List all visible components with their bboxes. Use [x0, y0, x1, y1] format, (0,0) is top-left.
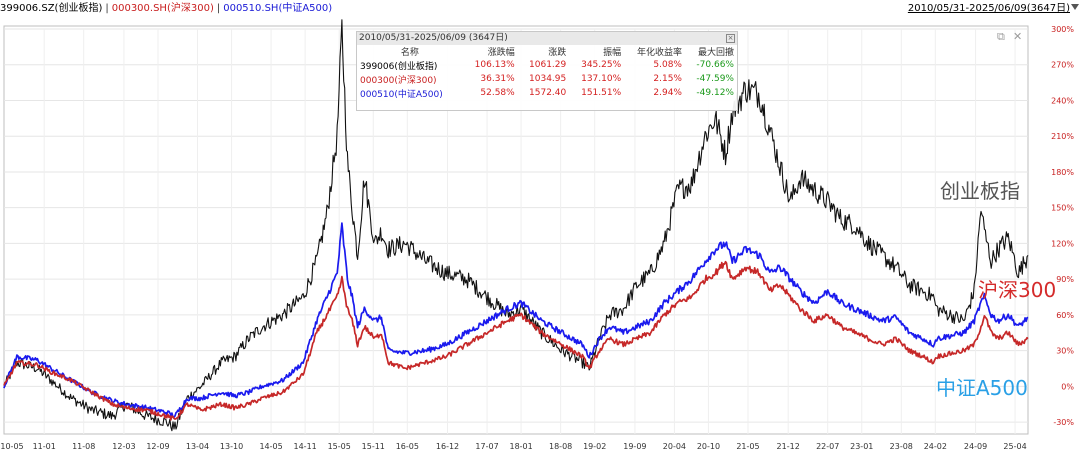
x-axis: 10-05 11-01 11-08 12-03 12-09 13-04 13-10 14-05… [0, 442, 1026, 451]
stats-row[interactable]: 399006(创业板指) 106.13% 1061.29 345.25% 5.0… [357, 58, 737, 72]
x-tick-label: 24-09 [964, 442, 987, 451]
stats-header-row: 名称 涨跌幅 涨跌 振幅 年化收益率 最大回撤 [357, 45, 737, 58]
x-tick-label: 20-04 [663, 442, 686, 451]
row-amplitude: 137.10% [581, 74, 622, 84]
row-change: 1034.95 [529, 74, 567, 84]
close-icon[interactable]: ✕ [1013, 30, 1023, 43]
x-tick-label: 14-05 [259, 442, 282, 451]
col-change: 涨跌 [548, 48, 567, 58]
x-tick-label: 23-08 [890, 442, 913, 451]
y-tick-label: 60% [1056, 311, 1074, 320]
row-name: 000510(中证A500) [360, 89, 443, 100]
y-tick-label: 90% [1056, 275, 1074, 284]
row-amplitude: 151.51% [581, 88, 622, 98]
series-line [3, 260, 1029, 421]
x-tick-label: 22-07 [816, 442, 839, 451]
x-tick-label: 16-05 [396, 442, 419, 451]
series-label-chinext[interactable]: 399006.SZ(创业板指) [0, 3, 103, 14]
y-tick-label: 30% [1056, 347, 1074, 356]
series-end-label: 中证A500 [936, 376, 1028, 400]
y-tick-label: 150% [1051, 204, 1074, 213]
y-tick-label: -30% [1053, 418, 1074, 427]
y-tick-label: 0% [1061, 382, 1074, 391]
y-tick-label: 180% [1051, 168, 1074, 177]
row-name: 399006(创业板指) [360, 61, 438, 72]
col-max-drawdown: 最大回撤 [697, 48, 734, 58]
series-end-label: 沪深300 [978, 278, 1056, 302]
row-change-pct: 106.13% [474, 60, 515, 70]
y-tick-label: 120% [1051, 239, 1074, 248]
stats-close-icon[interactable]: × [726, 34, 735, 43]
x-tick-label: 12-03 [112, 442, 135, 451]
x-tick-label: 24-02 [924, 442, 947, 451]
series-label-csia500[interactable]: 000510.SH(中证A500) [223, 3, 333, 14]
stats-row[interactable]: 000300(沪深300) 36.31% 1034.95 137.10% 2.1… [357, 72, 737, 86]
row-change-pct: 36.31% [480, 74, 515, 84]
header-separator: | [105, 3, 109, 14]
x-tick-label: 20-10 [697, 442, 720, 451]
series-label-csi300[interactable]: 000300.SH(沪深300) [111, 3, 214, 14]
col-amplitude: 振幅 [603, 48, 622, 58]
x-tick-label: 19-09 [623, 442, 646, 451]
x-tick-label: 14-11 [294, 442, 317, 451]
stats-panel: 2010/05/31-2025/06/09 (3647日) × 名称 涨跌幅 涨… [356, 31, 738, 111]
row-annual-return: 5.08% [653, 60, 682, 70]
x-tick-label: 13-04 [186, 442, 209, 451]
x-tick-label: 11-08 [72, 442, 95, 451]
x-tick-label: 17-07 [475, 442, 498, 451]
series-line [3, 222, 1029, 419]
x-tick-label: 23-01 [850, 442, 873, 451]
series-lines [3, 19, 1029, 432]
date-range-selector[interactable]: 2010/05/31-2025/06/09(3647日) [907, 3, 1070, 14]
y-tick-label: 270% [1051, 61, 1074, 70]
stats-panel-title: 2010/05/31-2025/06/09 (3647日) [359, 33, 508, 43]
stats-panel-header: 2010/05/31-2025/06/09 (3647日) × [357, 32, 737, 45]
row-max-drawdown: -47.59% [696, 74, 734, 84]
row-max-drawdown: -70.66% [696, 60, 734, 70]
x-tick-label: 19-02 [583, 442, 606, 451]
series-end-label: 创业板指 [940, 179, 1020, 203]
row-change: 1061.29 [529, 60, 567, 70]
stats-row[interactable]: 000510(中证A500) 52.58% 1572.40 151.51% 2.… [357, 86, 737, 100]
dropdown-arrow-icon[interactable] [1071, 4, 1079, 10]
y-tick-label: 240% [1051, 96, 1074, 105]
x-tick-label: 21-05 [736, 442, 759, 451]
row-annual-return: 2.15% [653, 74, 682, 84]
x-tick-label: 10-05 [0, 442, 23, 451]
header-separator: | [216, 3, 221, 14]
y-axis: 300% 270% 240% 210% 180% 150% 120% 90% 60% 30% 0% -… [1051, 25, 1074, 427]
col-change-pct: 涨跌幅 [487, 48, 515, 58]
x-tick-label: 16-12 [436, 442, 459, 451]
x-tick-label: 11-01 [33, 442, 56, 451]
col-annual-return: 年化收益率 [636, 48, 682, 58]
x-tick-label: 12-09 [146, 442, 169, 451]
stats-table: 名称 涨跌幅 涨跌 振幅 年化收益率 最大回撤 399006(创业板指) 106… [357, 45, 737, 100]
x-tick-label: 15-11 [362, 442, 385, 451]
col-name: 名称 [400, 48, 419, 58]
x-tick-label: 15-05 [328, 442, 351, 451]
restore-icon[interactable]: ⧉ [997, 30, 1005, 43]
row-max-drawdown: -49.12% [696, 88, 734, 98]
row-name: 000300(沪深300) [360, 75, 437, 86]
y-tick-label: 210% [1051, 132, 1074, 141]
y-tick-label: 300% [1051, 25, 1074, 34]
row-annual-return: 2.94% [653, 88, 682, 98]
x-tick-label: 13-10 [220, 442, 243, 451]
series-header: 399006.SZ(创业板指) | 000300.SH(沪深300) | 000510.… [0, 0, 1080, 18]
row-change-pct: 52.58% [480, 88, 515, 98]
row-amplitude: 345.25% [581, 60, 622, 70]
row-change: 1572.40 [529, 88, 567, 98]
x-tick-label: 21-12 [777, 442, 800, 451]
x-tick-label: 18-08 [549, 442, 572, 451]
x-tick-label: 18-01 [509, 442, 532, 451]
x-tick-label: 25-04 [1003, 442, 1026, 451]
